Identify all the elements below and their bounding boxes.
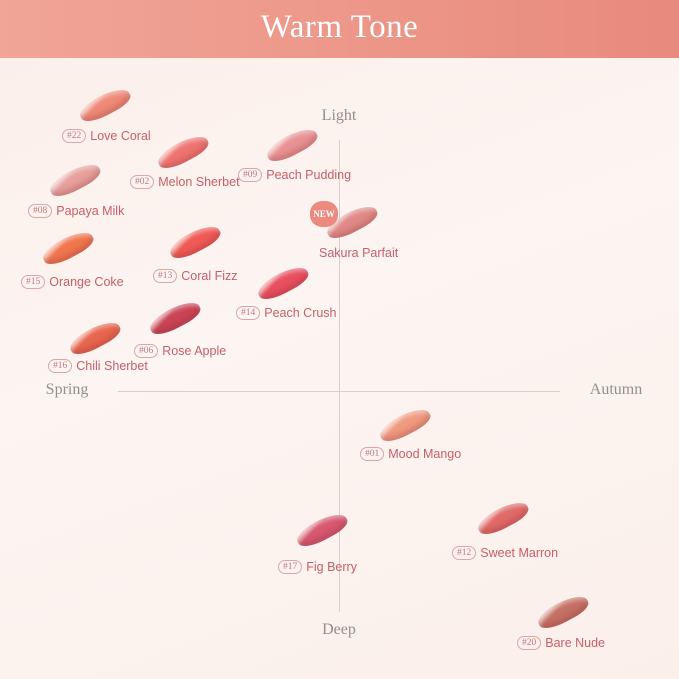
horizontal-axis (118, 391, 560, 392)
color-swatch (76, 83, 134, 127)
shade-number: #16 (48, 359, 73, 373)
shade-name: Orange Coke (49, 275, 124, 289)
shade-name: Fig Berry (306, 560, 357, 574)
color-swatch (263, 123, 321, 167)
shade-name: Mood Mango (388, 447, 462, 461)
color-swatch (293, 508, 351, 552)
page-title: Warm Tone (260, 9, 419, 45)
product-label: #14 Peach Crush (236, 306, 337, 320)
color-swatch (166, 220, 224, 264)
product-label: #01 Mood Mango (360, 447, 461, 461)
product-label: #20 Bare Nude (517, 636, 605, 650)
color-swatch (534, 590, 592, 634)
shade-name: Sakura Parfait (319, 246, 399, 260)
product-label: #17 Fig Berry (278, 560, 357, 574)
color-swatch (46, 158, 104, 202)
shade-number: #08 (28, 204, 53, 218)
product-label: #09 Peach Pudding (238, 168, 351, 182)
shade-number: #09 (238, 168, 263, 182)
color-swatch (474, 496, 532, 540)
color-swatch (146, 296, 204, 340)
shade-number: #15 (21, 275, 46, 289)
product-label: Sakura Parfait (319, 246, 398, 260)
shade-number: #01 (360, 447, 385, 461)
product-label: #12 Sweet Marron (452, 546, 558, 560)
shade-number: #06 (134, 344, 159, 358)
product-label: #22 Love Coral (62, 129, 151, 143)
shade-number: #14 (236, 306, 261, 320)
shade-number: #12 (452, 546, 477, 560)
axis-label-autumn: Autumn (589, 381, 643, 398)
color-swatch (66, 316, 124, 360)
shade-name: Bare Nude (545, 636, 606, 650)
color-swatch (254, 261, 312, 305)
shade-name: Rose Apple (162, 344, 227, 358)
vertical-axis (339, 140, 340, 612)
shade-name: Papaya Milk (56, 204, 125, 218)
shade-name: Peach Crush (264, 306, 337, 320)
product-label: #08 Papaya Milk (28, 204, 124, 218)
shade-name: Love Coral (90, 129, 151, 143)
shade-number: #22 (62, 129, 87, 143)
header-banner: Warm Tone (0, 0, 679, 58)
shade-name: Sweet Marron (480, 546, 559, 560)
product-label: #02 Melon Sherbet (130, 175, 240, 189)
shade-name: Melon Sherbet (158, 175, 240, 189)
shade-name: Chili Sherbet (76, 359, 148, 373)
axis-label-spring: Spring (45, 381, 89, 398)
color-swatch (39, 226, 97, 270)
product-label: #16 Chili Sherbet (48, 359, 148, 373)
shade-number: #17 (278, 560, 303, 574)
color-swatch (376, 403, 434, 447)
shade-name: Peach Pudding (266, 168, 352, 182)
shade-number: #20 (517, 636, 542, 650)
shade-name: Coral Fizz (181, 269, 238, 283)
new-badge: NEW (310, 201, 338, 227)
axis-label-light: Light (321, 107, 357, 124)
shade-number: #13 (153, 269, 178, 283)
product-label: #15 Orange Coke (21, 275, 124, 289)
product-label: #06 Rose Apple (134, 344, 226, 358)
shade-number: #02 (130, 175, 155, 189)
color-swatch (154, 130, 212, 174)
product-label: #13 Coral Fizz (153, 269, 238, 283)
axis-label-deep: Deep (322, 621, 356, 638)
